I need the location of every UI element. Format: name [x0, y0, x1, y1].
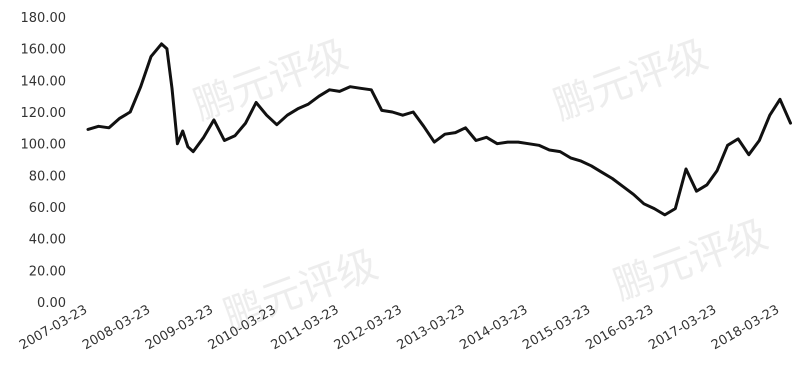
y-tick-label: 140.00	[21, 74, 67, 89]
y-tick-label: 180.00	[21, 11, 67, 26]
y-axis: 0.00 20.00 40.00 60.00 80.00 100.00 120.00 140.…	[21, 11, 67, 311]
y-tick-label: 100.00	[21, 138, 67, 153]
x-tick-label: 2017-03-23	[646, 302, 719, 353]
x-tick-label: 2012-03-23	[332, 302, 405, 353]
series-line	[86, 42, 792, 217]
y-tick-label: 120.00	[21, 106, 67, 121]
x-tick-label: 2013-03-23	[395, 302, 468, 353]
y-tick-label: 60.00	[29, 201, 66, 216]
y-tick-label: 40.00	[29, 233, 66, 248]
plot-area	[86, 42, 792, 217]
watermark-layer: 鹏元评级 鹏元评级 鹏元评级 鹏元评级	[188, 31, 774, 339]
x-tick-label: 2018-03-23	[709, 302, 782, 353]
y-tick-label: 80.00	[29, 169, 66, 184]
y-tick-label: 160.00	[21, 43, 67, 58]
x-tick-label: 2016-03-23	[583, 302, 656, 353]
x-tick-label: 2014-03-23	[457, 302, 530, 353]
watermark-text: 鹏元评级	[608, 211, 774, 309]
y-tick-label: 20.00	[29, 264, 66, 279]
x-tick-label: 2015-03-23	[520, 302, 593, 353]
y-tick-label: 0.00	[37, 296, 66, 311]
x-tick-label: 2008-03-23	[80, 302, 153, 353]
watermark-text: 鹏元评级	[188, 31, 354, 129]
watermark-text: 鹏元评级	[548, 31, 714, 129]
x-tick-label: 2009-03-23	[143, 302, 216, 353]
x-axis: 2007-03-232008-03-232009-03-232010-03-23…	[17, 302, 782, 353]
